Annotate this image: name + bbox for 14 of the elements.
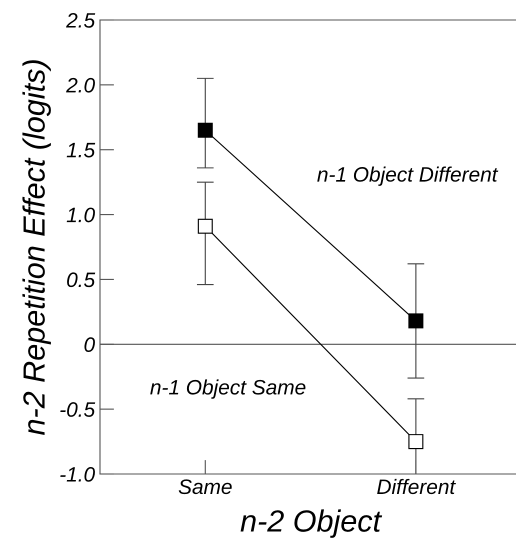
y-tick-label: 0 <box>84 337 95 352</box>
y-tick-label: 0.5 <box>67 272 96 288</box>
x-axis-title: n-2 Object <box>240 509 382 538</box>
y-tick-label: -0.5 <box>60 402 96 417</box>
x-tick-label: Different <box>377 478 456 494</box>
y-tick-label: 1.0 <box>66 208 95 222</box>
series-label: n-1 Object Different <box>317 166 498 186</box>
series-label: n-1 Object Same <box>150 379 306 399</box>
y-tick-label: 2.5 <box>66 13 96 28</box>
y-tick-label: -1.0 <box>60 467 95 482</box>
y-tick-label: 2.0 <box>66 78 95 93</box>
y-tick-label: 1.5 <box>66 142 96 158</box>
y-axis-title: n-2 Repetition Effect (logits) <box>22 60 51 435</box>
x-tick-label: Same <box>178 479 232 494</box>
